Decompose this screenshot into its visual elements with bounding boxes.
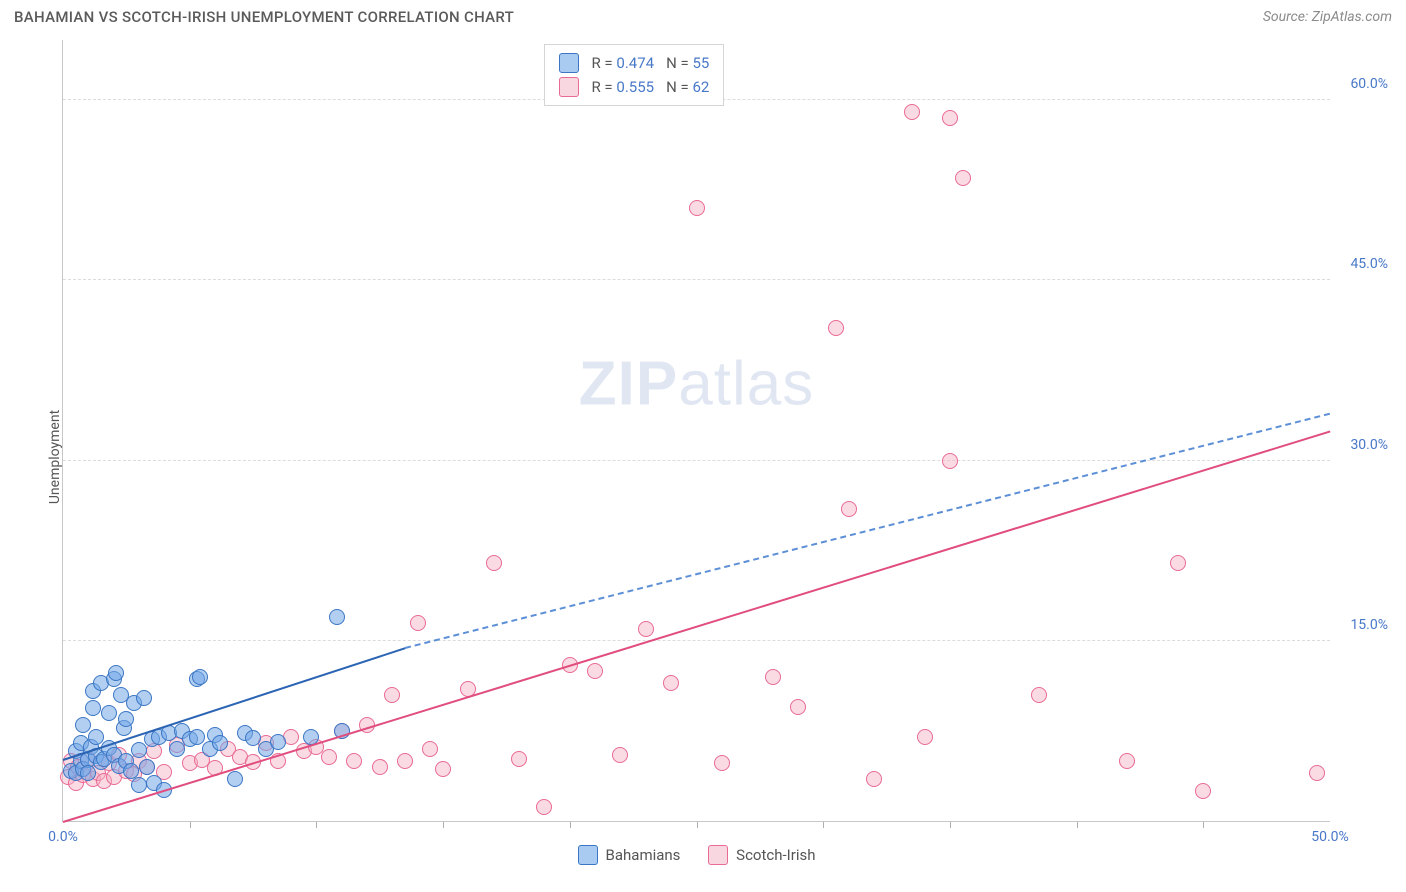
tick-v [1203, 821, 1204, 827]
scatter-point [790, 699, 806, 715]
scatter-point [346, 753, 362, 769]
scatter-point [192, 669, 208, 685]
tick-v [823, 821, 824, 827]
series-legend: Bahamians Scotch-Irish [63, 845, 1330, 869]
scatter-point [397, 753, 413, 769]
scatter-point [486, 555, 502, 571]
y-tick-label: 15.0% [1350, 617, 1388, 633]
tick-v [697, 821, 698, 827]
scatter-point [942, 110, 958, 126]
scatter-point [372, 759, 388, 775]
scatter-point [955, 170, 971, 186]
source-attribution: Source: ZipAtlas.com [1263, 9, 1392, 25]
scatter-point [1309, 765, 1325, 781]
scatter-point [638, 621, 654, 637]
watermark-text: ZIPatlas [579, 348, 814, 419]
scatter-point [612, 747, 628, 763]
legend-row-scotch-irish: R = 0.555 N = 62 [559, 75, 709, 99]
scatter-point [1031, 687, 1047, 703]
x-tick-label: 50.0% [1311, 829, 1349, 845]
scatter-point [80, 765, 96, 781]
scatter-point [410, 615, 426, 631]
tick-v [950, 821, 951, 827]
scatter-point [1170, 555, 1186, 571]
legend-swatch-pink-icon [708, 845, 728, 865]
tick-v [316, 821, 317, 827]
legend-swatch-pink [559, 77, 579, 97]
scatter-point [101, 705, 117, 721]
scatter-point [714, 755, 730, 771]
scatter-point [1195, 783, 1211, 799]
scatter-point [841, 501, 857, 517]
scatter-point [139, 759, 155, 775]
scatter-point [321, 749, 337, 765]
scatter-point [536, 799, 552, 815]
scatter-point [270, 734, 286, 750]
tick-v [1077, 821, 1078, 827]
tick-v [190, 821, 191, 827]
scatter-point [189, 729, 205, 745]
scatter-point [118, 711, 134, 727]
trend-line [405, 412, 1330, 648]
scatter-point [227, 771, 243, 787]
scatter-point [212, 735, 228, 751]
tick-v [570, 821, 571, 827]
scatter-point [108, 665, 124, 681]
scatter-point [85, 700, 101, 716]
scatter-plot-area: ZIPatlas R = 0.474 N = 55 R = 0.555 N = … [62, 40, 1330, 822]
legend-item-bahamians: Bahamians [578, 845, 681, 865]
scatter-point [435, 761, 451, 777]
scatter-point [131, 777, 147, 793]
scatter-point [689, 200, 705, 216]
gridline-h [63, 640, 1330, 641]
legend-swatch-blue [559, 53, 579, 73]
scatter-point [384, 687, 400, 703]
correlation-legend: R = 0.474 N = 55 R = 0.555 N = 62 [544, 44, 724, 106]
scatter-point [942, 453, 958, 469]
scatter-point [1119, 753, 1135, 769]
scatter-point [904, 104, 920, 120]
scatter-point [329, 609, 345, 625]
y-tick-label: 45.0% [1350, 256, 1388, 272]
scatter-point [131, 742, 147, 758]
scatter-point [917, 729, 933, 745]
scatter-point [765, 669, 781, 685]
scatter-point [663, 675, 679, 691]
scatter-point [828, 320, 844, 336]
scatter-point [136, 690, 152, 706]
legend-swatch-blue-icon [578, 845, 598, 865]
scatter-point [587, 663, 603, 679]
gridline-h [63, 279, 1330, 280]
scatter-point [422, 741, 438, 757]
scatter-point [75, 717, 91, 733]
chart-title: BAHAMIAN VS SCOTCH-IRISH UNEMPLOYMENT CO… [14, 8, 514, 26]
x-tick-label: 0.0% [48, 829, 78, 845]
y-tick-label: 30.0% [1350, 437, 1388, 453]
y-tick-label: 60.0% [1350, 76, 1388, 92]
scatter-point [511, 751, 527, 767]
legend-item-scotch-irish: Scotch-Irish [708, 845, 815, 865]
scatter-point [866, 771, 882, 787]
trend-line [63, 431, 1331, 823]
y-axis-label: Unemployment [47, 410, 63, 504]
tick-v [443, 821, 444, 827]
legend-row-bahamians: R = 0.474 N = 55 [559, 51, 709, 75]
